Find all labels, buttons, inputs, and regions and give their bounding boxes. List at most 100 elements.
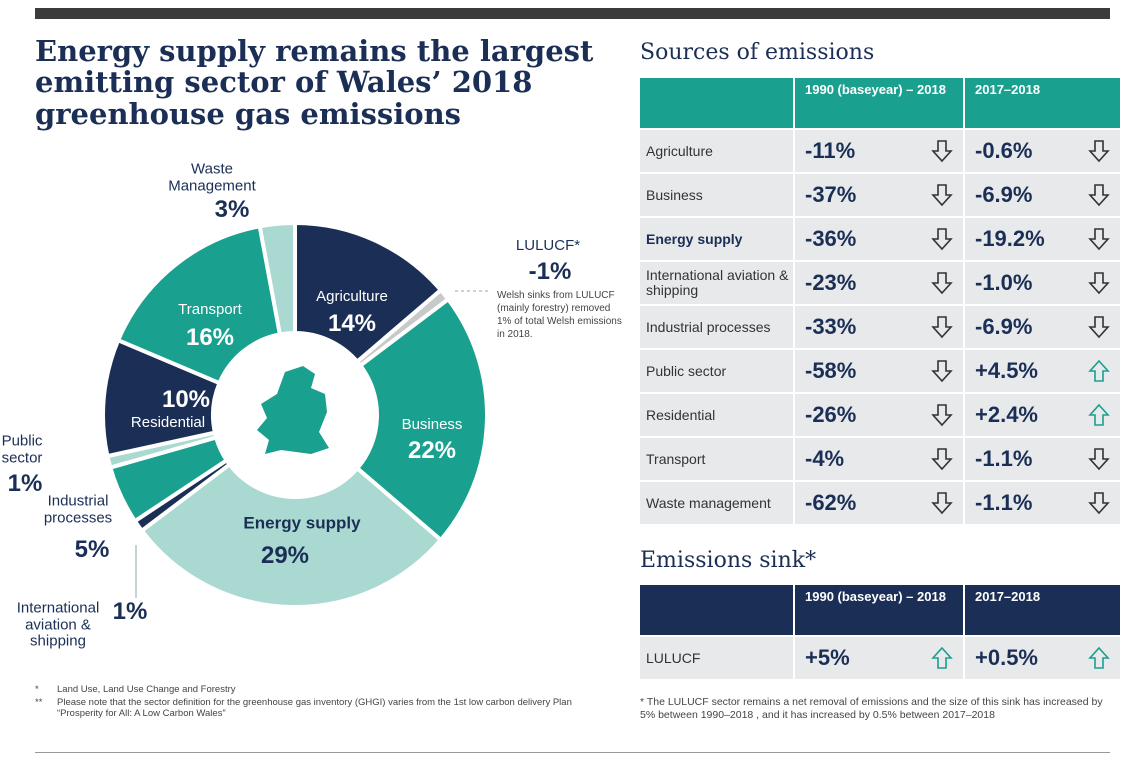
table-cell: -1.1% [965, 438, 1120, 480]
table-cell: LULUCF [640, 637, 795, 679]
table-header: 1990 (baseyear) – 2018 2017–2018 [640, 585, 1120, 637]
arrow-icon [1088, 140, 1110, 163]
segment-value: 22% [407, 436, 457, 464]
footnotes: * Land Use, Land Use Change and Forestry *… [35, 684, 575, 721]
wales-map [257, 366, 329, 454]
table-cell: -6.9% [965, 174, 1120, 216]
arrow-icon [931, 272, 953, 295]
change-value: -1.1% [975, 446, 1033, 471]
donut-chart [101, 220, 490, 609]
arrow [1088, 228, 1110, 251]
change-value: -37% [805, 182, 857, 207]
change-value: -62% [805, 490, 857, 515]
table-cell: Energy supply [640, 218, 795, 260]
footnote-mark: ** [35, 697, 43, 708]
segment-label: LULUCF* [515, 236, 581, 254]
arrow-icon [931, 492, 953, 515]
arrow [931, 184, 953, 207]
row-label: Waste management [646, 494, 771, 511]
table-title: Emissions sink* [640, 548, 817, 573]
change-value: +4.5% [975, 358, 1038, 383]
sink-table: 1990 (baseyear) – 2018 2017–2018 LULUCF +5%… [640, 585, 1120, 681]
segment-label: Transport [178, 300, 242, 318]
segment-value: 14% [327, 309, 377, 337]
donut-segment [257, 220, 297, 337]
segment-value: 1% [7, 469, 43, 497]
arrow [1088, 646, 1110, 669]
arrow-icon [931, 228, 953, 251]
footnote-text: Please note that the sector definition f… [57, 697, 572, 719]
arrow [931, 140, 953, 163]
change-value: -6.9% [975, 182, 1033, 207]
row-label: Residential [646, 406, 716, 423]
table-cell: Public sector [640, 350, 795, 392]
table-cell: -6.9% [965, 306, 1120, 348]
table-title: Sources of emissions [640, 40, 875, 65]
table-cell: +0.5% [965, 637, 1120, 679]
arrow-icon [1088, 272, 1110, 295]
header-cell [640, 78, 795, 128]
header-cell: 2017–2018 [975, 82, 1041, 97]
footnote: * Land Use, Land Use Change and Forestry [35, 684, 575, 695]
segment-label: International aviation & shipping [16, 599, 100, 650]
header-cell [640, 585, 795, 635]
header-cell: 1990 (baseyear) – 2018 [795, 78, 965, 128]
change-value: +5% [805, 645, 850, 670]
table-cell: -19.2% [965, 218, 1120, 260]
arrow-icon [931, 646, 953, 669]
header-cell: 2017–2018 [975, 589, 1041, 604]
arrow [1088, 403, 1110, 426]
arrow-icon [1088, 492, 1110, 515]
bottom-rule [35, 752, 1110, 753]
segment-label: Residential [130, 413, 206, 431]
change-value: -26% [805, 402, 857, 427]
arrow-icon [1088, 184, 1110, 207]
table-cell: +4.5% [965, 350, 1120, 392]
segment-value: 1% [112, 597, 148, 625]
arrow [1088, 272, 1110, 295]
table-cell: Industrial processes [640, 306, 795, 348]
row-label: Agriculture [646, 142, 713, 159]
row-label: Transport [646, 450, 706, 467]
segment-value: 5% [74, 535, 110, 563]
arrow [1088, 184, 1110, 207]
arrow [931, 492, 953, 515]
change-value: +0.5% [975, 645, 1038, 670]
table-cell: -1.1% [965, 482, 1120, 524]
segment-label: Public sector [1, 432, 43, 466]
segment-value: 29% [260, 541, 310, 569]
footnote: ** Please note that the sector definition… [35, 697, 575, 719]
segment-value: 16% [185, 323, 235, 351]
table-cell: -23% [795, 262, 965, 304]
arrow [1088, 316, 1110, 339]
change-value: +2.4% [975, 402, 1038, 427]
table-cell: -26% [795, 394, 965, 436]
table-cell: -62% [795, 482, 965, 524]
table-cell: -4% [795, 438, 965, 480]
arrow [931, 448, 953, 471]
donut-segment [354, 296, 489, 543]
change-value: -58% [805, 358, 857, 383]
table-row: LULUCF +5% +0.5% [640, 637, 1120, 681]
donut-segment [293, 220, 444, 365]
table-row: Public sector -58% +4.5% [640, 350, 1120, 394]
table-cell: Waste management [640, 482, 795, 524]
arrow [931, 272, 953, 295]
annotation: Welsh sinks from LULUCF (mainly forestry… [497, 290, 622, 340]
row-label: Industrial processes [646, 318, 771, 335]
segment-value: -1% [528, 257, 572, 285]
header-cell: 1990 (baseyear) – 2018 [795, 585, 965, 635]
donut-segment [138, 461, 444, 609]
table-row: Agriculture -11% -0.6% [640, 130, 1120, 174]
table-cell: -37% [795, 174, 965, 216]
change-value: -4% [805, 446, 845, 471]
arrow-icon [1088, 359, 1110, 382]
row-label: LULUCF [646, 649, 701, 666]
arrow [1088, 359, 1110, 382]
arrow [931, 360, 953, 383]
table-cell: -36% [795, 218, 965, 260]
arrow [1088, 140, 1110, 163]
table-cell: -58% [795, 350, 965, 392]
table-cell: Transport [640, 438, 795, 480]
segment-value: 3% [214, 195, 250, 223]
